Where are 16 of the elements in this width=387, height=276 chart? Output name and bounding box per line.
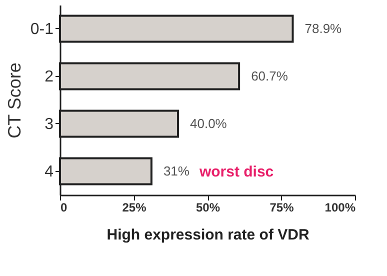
x-tick-label: 50% (196, 200, 220, 214)
y-tick-label: 2 (44, 68, 54, 86)
x-axis-title: High expression rate of VDR (106, 226, 310, 244)
data-label: 40.0% (190, 116, 228, 131)
y-tick-label: 0-1 (30, 20, 54, 38)
x-tick-label: 0 (60, 200, 68, 214)
y-tick-label: 3 (44, 116, 54, 133)
data-label: 60.7% (251, 68, 288, 84)
data-label: 31% (163, 163, 190, 178)
annotation: worst disc (198, 163, 274, 180)
y-axis-title: CT Score (4, 62, 24, 138)
data-label: 78.9% (304, 20, 342, 36)
x-tick-label: 75% (270, 200, 294, 214)
y-tick-label: 4 (44, 163, 54, 180)
x-tick-label: 25% (122, 200, 147, 214)
x-tick-label: 100% (324, 200, 356, 214)
